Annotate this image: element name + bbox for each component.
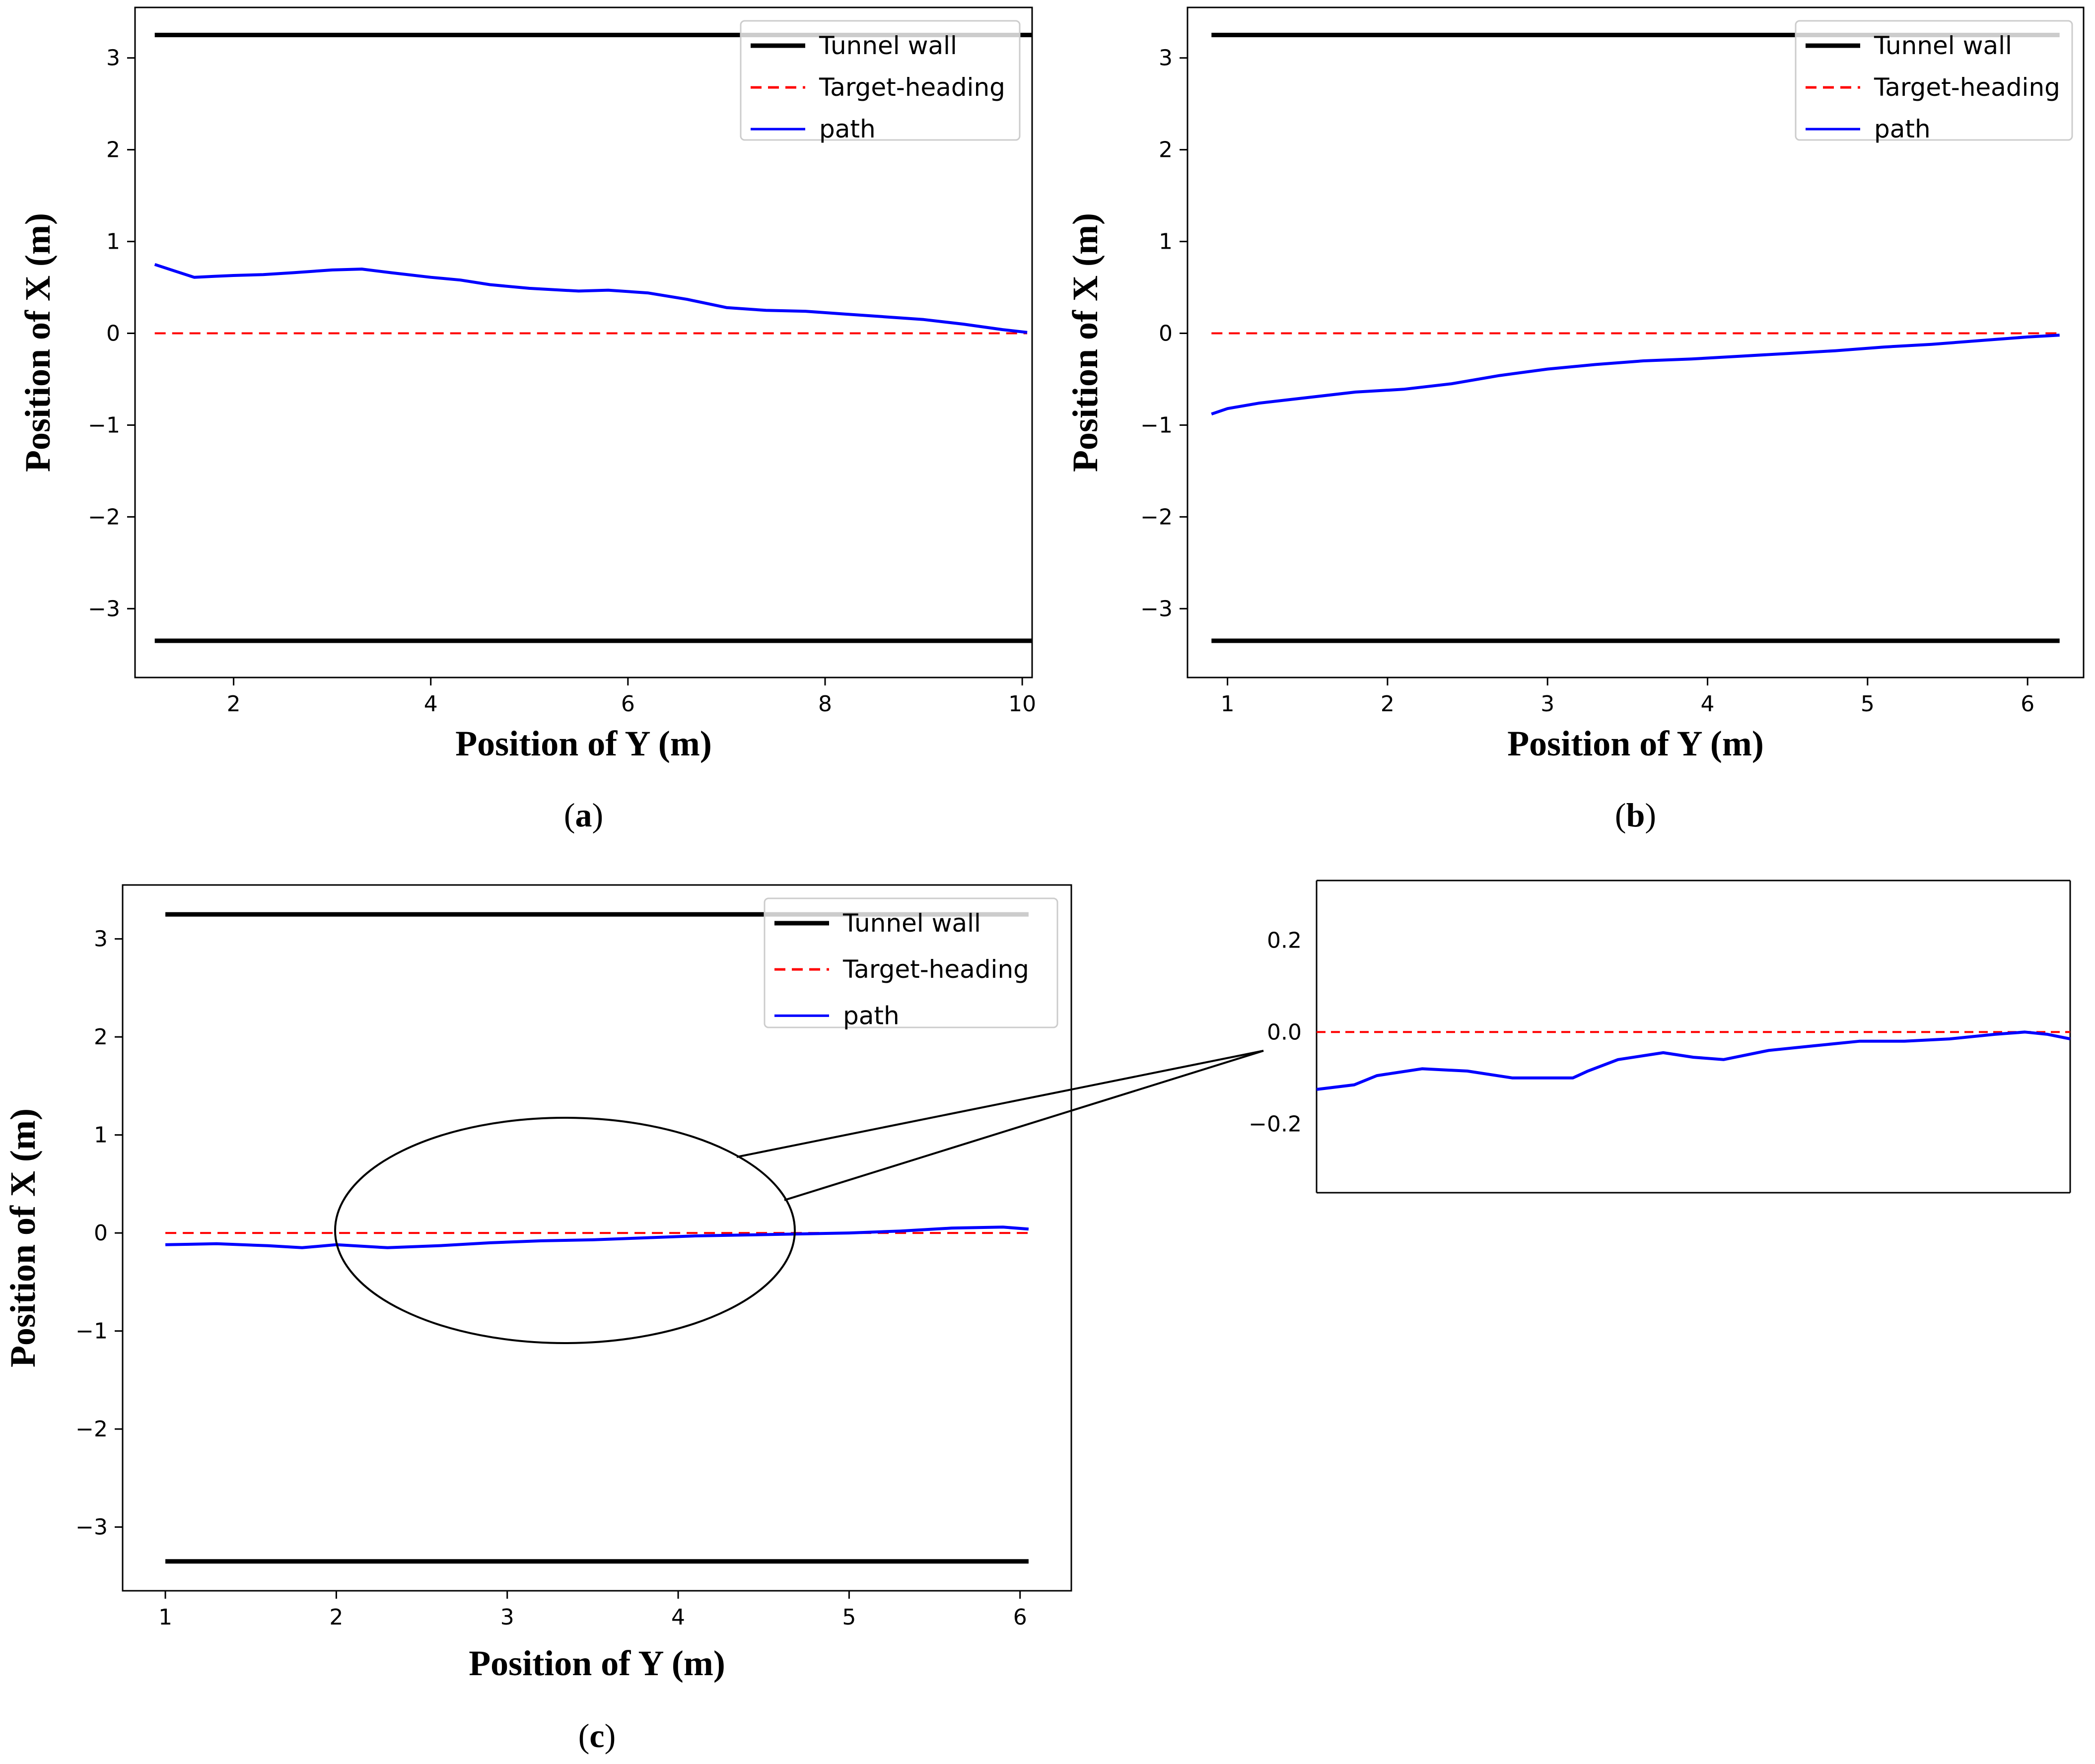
y-tick-label: −2 — [88, 504, 120, 530]
panel-c: 1 2 3 4 5 6 3 2 1 0 −1 −2 −3 Tunnel wall Target-headin… — [3, 884, 1072, 1755]
inset-y-tick-label: −0.2 — [1249, 1111, 1302, 1137]
inset-y-tick-label: 0.2 — [1267, 928, 1302, 953]
x-tick-label: 2 — [1381, 691, 1395, 717]
inset-y-tick-label: 0.0 — [1267, 1019, 1302, 1045]
caption-open: ( — [578, 1717, 590, 1755]
x-axis-title: Position of Y (m) — [455, 724, 712, 763]
x-axis-title: Position of Y (m) — [469, 1643, 725, 1683]
inset-path-line — [1316, 1030, 2071, 1091]
panel-b: 1 2 3 4 5 6 3 2 1 0 −1 −2 −3 Tunnel wall Target-headin… — [1065, 6, 2085, 834]
caption-letter: a — [575, 796, 592, 834]
y-tick-label: 3 — [1159, 46, 1173, 71]
legend-box — [764, 897, 1058, 1028]
x-tick-label: 4 — [1701, 691, 1715, 717]
y-tick-label: 0 — [1159, 321, 1173, 346]
y-tick-label: −3 — [1140, 596, 1173, 621]
y-tick-label: 0 — [106, 321, 120, 346]
y-tick-label: 2 — [1159, 137, 1173, 163]
zoom-callout — [334, 1050, 1264, 1344]
zoom-inset: 0.2 0.0 −0.2 — [1249, 880, 2071, 1194]
y-tick-label: −2 — [1140, 504, 1173, 530]
y-tick-label: −1 — [88, 412, 120, 438]
x-tick-label: 5 — [1861, 691, 1875, 717]
path-line — [1211, 334, 2060, 416]
y-axis-title: Position of X (m) — [1065, 213, 1105, 472]
x-tick-label: 3 — [1540, 691, 1554, 717]
x-tick-label: 6 — [2021, 691, 2034, 717]
x-tick-label: 10 — [1008, 691, 1036, 717]
y-tick-label: 3 — [106, 46, 120, 71]
plot-frame — [122, 884, 1072, 1592]
x-tick-label: 1 — [1221, 691, 1235, 717]
callout-line — [736, 1050, 1264, 1158]
x-tick-label: 2 — [227, 691, 241, 717]
panel-caption: (b) — [1615, 796, 1656, 834]
legend-box — [740, 20, 1021, 141]
y-tick-label: 1 — [94, 1123, 108, 1148]
caption-close: ) — [592, 796, 604, 834]
y-tick-label: 0 — [94, 1221, 108, 1246]
y-tick-label: 3 — [94, 927, 108, 952]
legend-label: Tunnel wall — [1874, 31, 2012, 60]
path-line — [165, 1225, 1029, 1249]
callout-line — [784, 1050, 1264, 1201]
caption-close: ) — [1645, 796, 1656, 834]
legend-box — [1795, 20, 2073, 141]
y-tick-label: −3 — [75, 1515, 108, 1540]
x-tick-label: 4 — [424, 691, 438, 717]
y-axis-title: Position of X (m) — [3, 1108, 43, 1367]
y-tick-label: 1 — [1159, 229, 1173, 255]
y-tick-label: 2 — [94, 1024, 108, 1050]
caption-letter: c — [589, 1717, 604, 1755]
panel-caption: (c) — [578, 1717, 616, 1755]
y-axis-title: Position of X (m) — [18, 213, 58, 472]
x-tick-label: 2 — [329, 1605, 343, 1630]
zoom-ellipse — [334, 1117, 796, 1344]
x-tick-label: 4 — [671, 1605, 685, 1630]
path-line — [154, 263, 1028, 334]
legend-label: Tunnel wall — [819, 31, 957, 60]
legend-label: Tunnel wall — [842, 909, 981, 938]
y-tick-label: −2 — [75, 1417, 108, 1442]
y-tick-label: −1 — [75, 1319, 108, 1344]
caption-letter: b — [1626, 796, 1645, 834]
legend-label: Target-heading — [819, 73, 1005, 102]
caption-open: ( — [1615, 796, 1626, 834]
y-tick-label: 2 — [106, 137, 120, 163]
legend-label: path — [843, 1001, 900, 1030]
legend-label: Target-heading — [1874, 73, 2060, 102]
x-tick-label: 8 — [818, 691, 832, 717]
plot-frame — [134, 6, 1033, 678]
x-tick-label: 6 — [621, 691, 635, 717]
caption-close: ) — [605, 1717, 616, 1755]
x-tick-label: 3 — [500, 1605, 514, 1630]
legend-label: Target-heading — [842, 955, 1029, 984]
y-tick-label: 1 — [106, 229, 120, 255]
legend-label: path — [1874, 115, 1931, 143]
legend-label: path — [819, 115, 876, 143]
y-tick-label: −3 — [88, 596, 120, 621]
x-tick-label: 6 — [1013, 1605, 1027, 1630]
x-tick-label: 5 — [842, 1605, 856, 1630]
x-tick-label: 1 — [158, 1605, 172, 1630]
plot-frame — [1187, 6, 2085, 678]
caption-open: ( — [564, 796, 575, 834]
y-tick-label: −1 — [1140, 412, 1173, 438]
x-axis-title: Position of Y (m) — [1507, 724, 1764, 763]
panel-caption: (a) — [564, 796, 603, 834]
